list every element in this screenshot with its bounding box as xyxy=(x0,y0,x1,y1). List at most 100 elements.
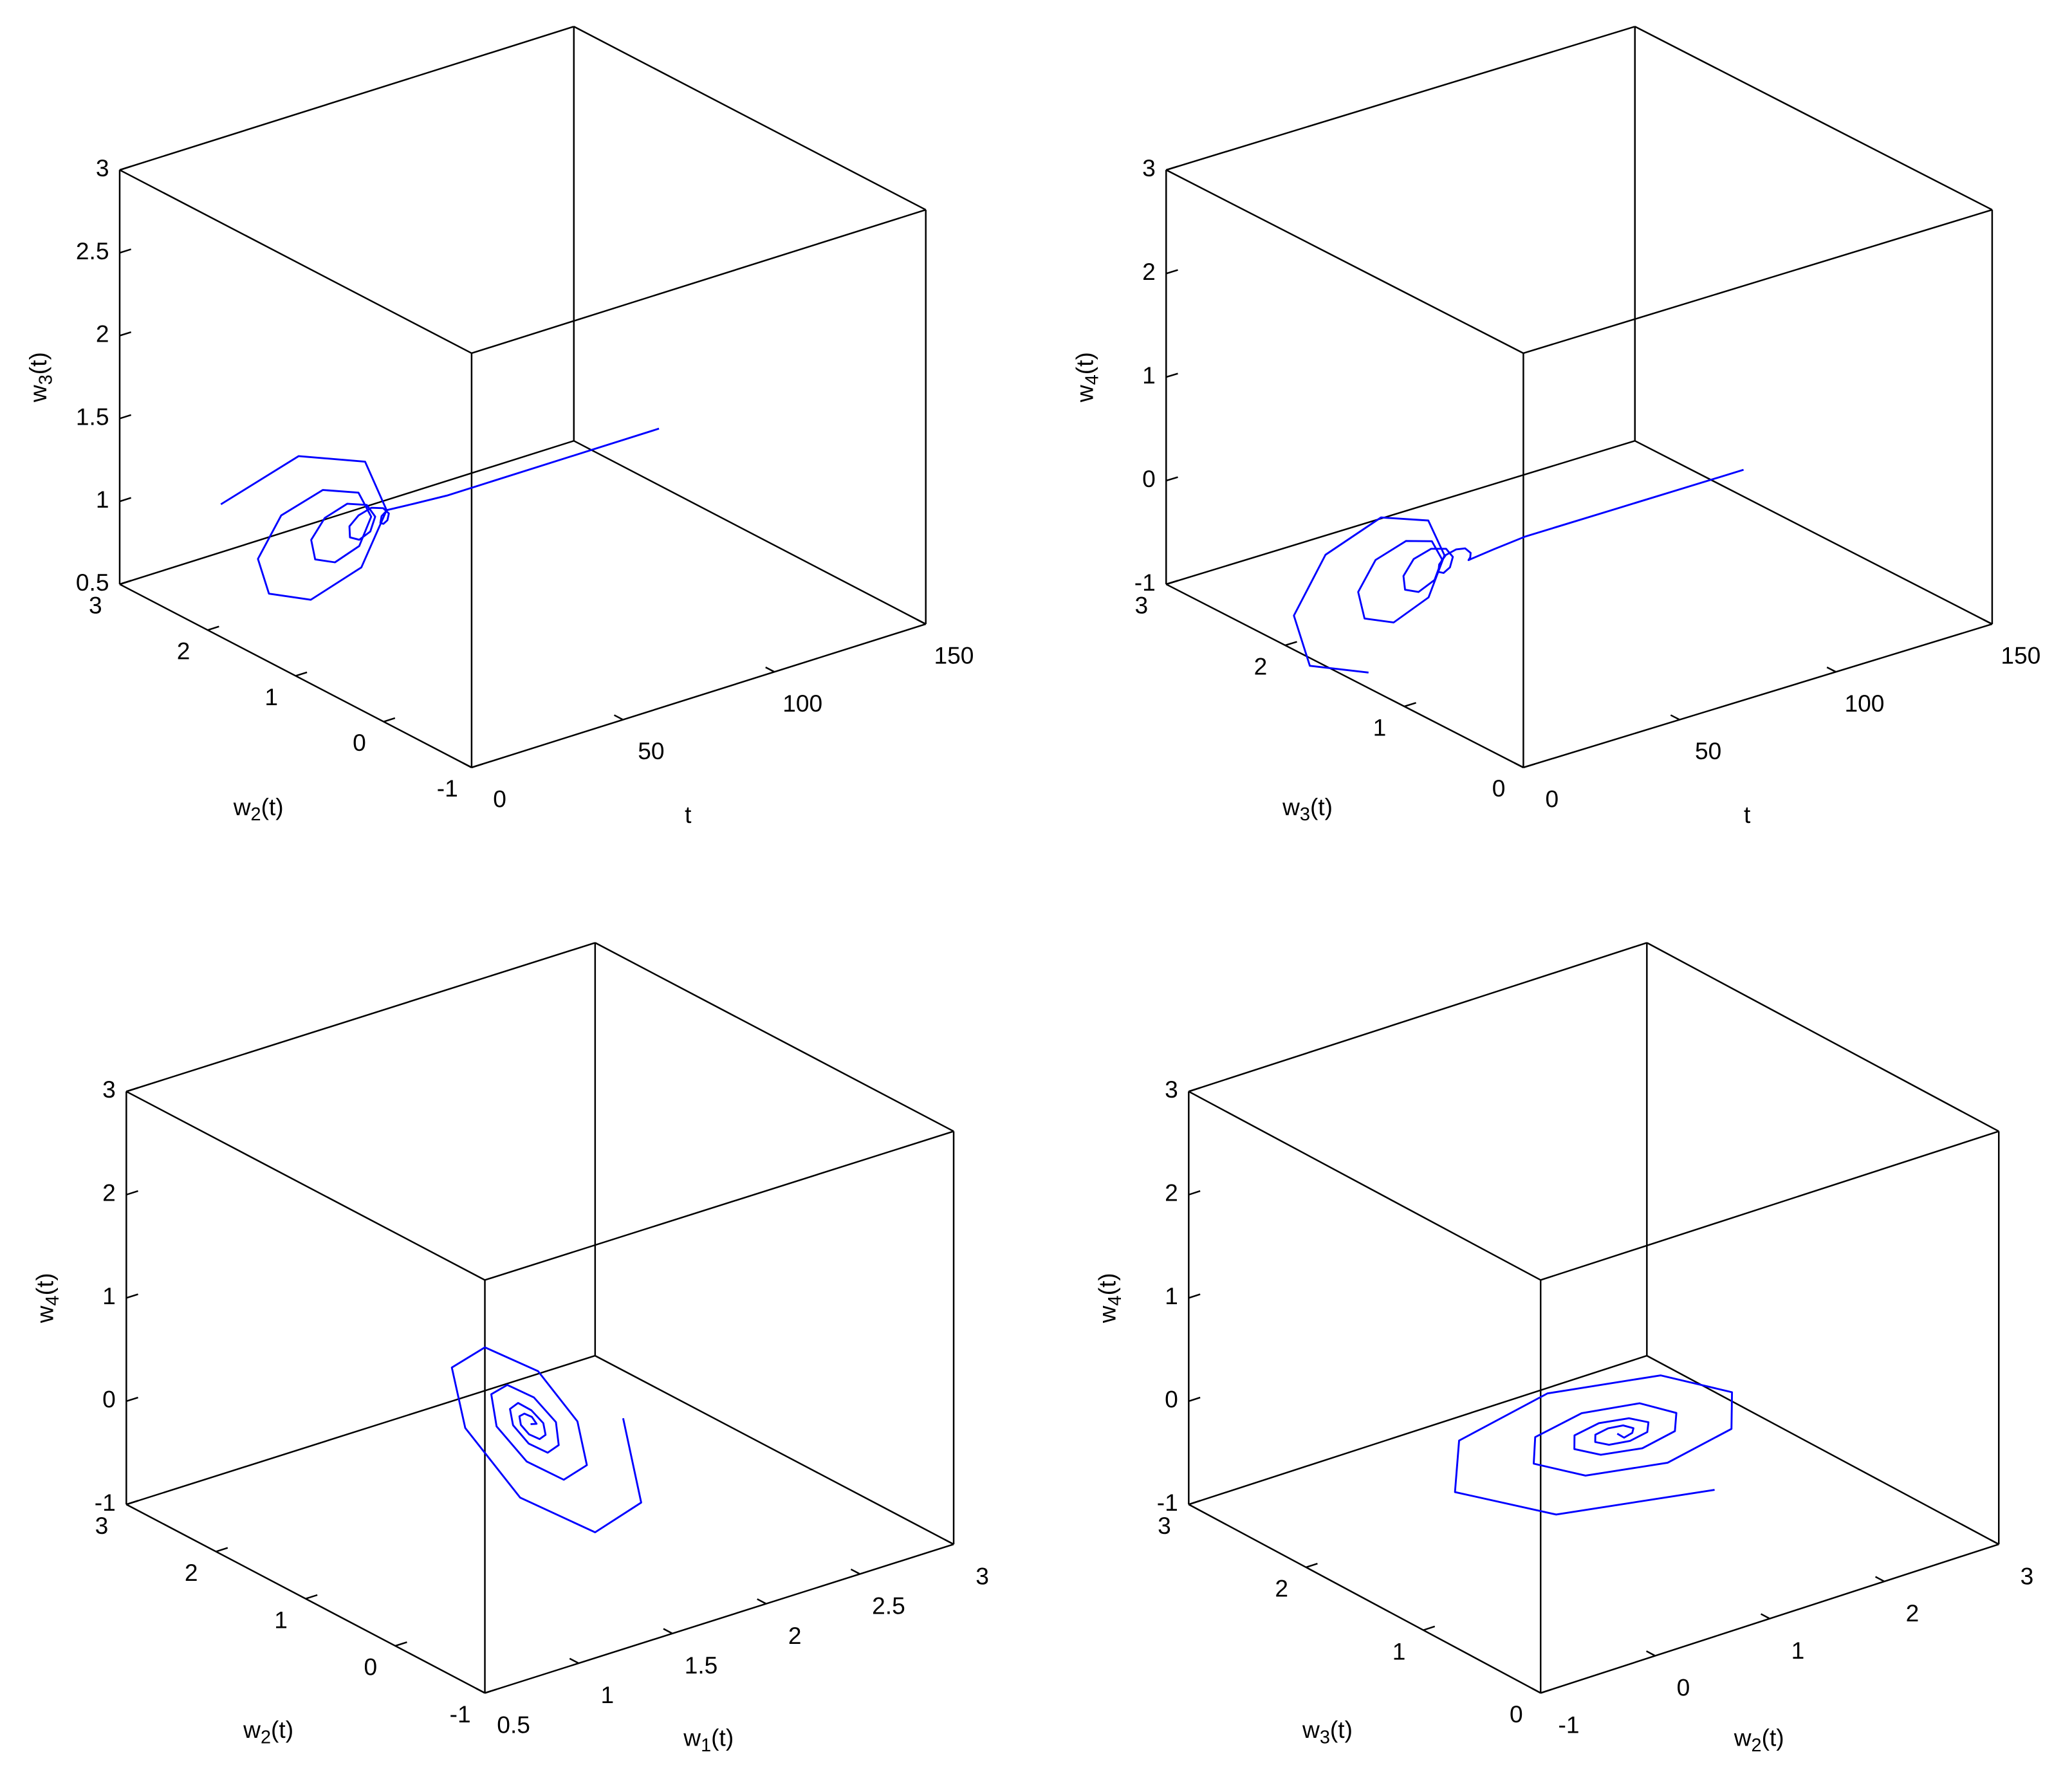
z-tick-label: 3 xyxy=(96,154,109,181)
x-tick-label: 0 xyxy=(1677,1674,1690,1701)
z-tick-label: 3 xyxy=(1142,154,1156,181)
box-edge xyxy=(573,26,927,211)
y-tick-label: 3 xyxy=(95,1512,109,1539)
z-tick-label: 1 xyxy=(96,486,109,513)
z-tick xyxy=(1188,1293,1201,1299)
y-tick xyxy=(1284,641,1297,647)
x-tick-label: 1 xyxy=(600,1681,614,1708)
x-tick xyxy=(476,1687,486,1694)
z-tick xyxy=(119,248,132,254)
y-tick xyxy=(207,625,219,631)
trajectory xyxy=(220,427,660,601)
z-tick xyxy=(125,1190,138,1196)
z-tick-label: 2 xyxy=(1142,258,1156,285)
box-edge xyxy=(1165,439,1636,585)
box-edge xyxy=(573,440,927,625)
z-tick xyxy=(1188,1396,1201,1402)
z-tick xyxy=(125,1396,138,1402)
box-edge xyxy=(1523,208,1993,355)
x-tick xyxy=(1531,1687,1541,1694)
x-tick xyxy=(1760,1613,1770,1619)
x-tick-label: 0 xyxy=(1545,785,1559,812)
x-axis-label: w2(t) xyxy=(1734,1724,1784,1755)
x-tick-label: 2 xyxy=(1906,1599,1919,1627)
y-tick-label: 0 xyxy=(353,729,366,756)
x-tick xyxy=(1983,618,1993,625)
box-edge xyxy=(119,439,575,585)
z-tick xyxy=(1188,1087,1201,1092)
x-tick xyxy=(1645,1650,1656,1657)
y-tick xyxy=(1540,1688,1553,1694)
y-tick xyxy=(216,1547,228,1553)
x-tick xyxy=(613,714,624,721)
x-tick xyxy=(1513,762,1524,768)
z-tick-label: 2 xyxy=(96,320,109,347)
z-tick-label: 1.5 xyxy=(76,403,109,430)
z-tick-label: -1 xyxy=(1157,1489,1178,1516)
y-tick xyxy=(1523,763,1535,769)
x-tick-label: 150 xyxy=(2001,641,2040,668)
z-tick xyxy=(1165,269,1178,275)
z-tick xyxy=(119,497,132,502)
z-tick xyxy=(1165,373,1178,378)
y-tick xyxy=(1403,702,1416,708)
box-edge xyxy=(1165,26,1636,171)
box-edge xyxy=(1188,1091,1541,1281)
z-tick-label: -1 xyxy=(95,1489,116,1516)
z-tick-label: 0 xyxy=(102,1386,116,1413)
x-tick-label: 0 xyxy=(493,785,506,812)
x-tick xyxy=(765,667,775,673)
y-tick xyxy=(383,717,396,723)
y-axis-label: w3(t) xyxy=(1302,1716,1353,1747)
z-tick xyxy=(125,1500,138,1506)
y-axis-label: w2(t) xyxy=(233,793,284,825)
x-axis-label: w1(t) xyxy=(683,1724,734,1755)
z-axis-label: w4(t) xyxy=(31,1273,62,1323)
x-tick xyxy=(1989,1538,1999,1545)
y-tick-label: 0 xyxy=(1510,1701,1523,1728)
box-edge xyxy=(125,942,596,1092)
x-tick-label: 3 xyxy=(2021,1562,2034,1589)
box-edge xyxy=(1188,1354,1647,1506)
y-tick-label: 1 xyxy=(1392,1637,1406,1664)
box-edge xyxy=(1646,942,1999,1132)
box-edge xyxy=(1165,583,1524,768)
box-edge xyxy=(595,942,954,1132)
y-tick-label: -1 xyxy=(437,775,458,802)
y-tick-label: -1 xyxy=(450,1701,471,1728)
x-axis-label: t xyxy=(685,801,692,828)
z-tick-label: 1 xyxy=(102,1282,116,1309)
x-tick-label: 3 xyxy=(976,1562,989,1589)
x-tick xyxy=(944,1538,954,1545)
box-edge xyxy=(119,583,472,768)
z-tick xyxy=(125,1087,138,1092)
y-tick-label: 1 xyxy=(264,683,278,710)
y-tick-label: 1 xyxy=(274,1606,288,1633)
box-edge xyxy=(119,26,575,171)
y-tick xyxy=(1306,1562,1318,1569)
y-axis-label: w2(t) xyxy=(243,1716,293,1747)
box-edge xyxy=(1523,623,1993,769)
z-tick-label: 1 xyxy=(1142,362,1156,389)
z-tick xyxy=(1188,1500,1201,1506)
y-tick-label: 2 xyxy=(177,638,190,665)
box-edge xyxy=(595,1355,954,1545)
z-axis-label: w3(t) xyxy=(24,352,56,403)
box-edge xyxy=(1646,1355,1999,1545)
z-tick xyxy=(1165,580,1178,585)
y-tick-label: 0 xyxy=(1492,775,1506,802)
z-tick xyxy=(125,1293,138,1299)
y-axis-label: w3(t) xyxy=(1282,793,1333,825)
box-edge xyxy=(119,169,472,355)
x-tick xyxy=(663,1628,673,1634)
z-tick-label: 2 xyxy=(1165,1179,1178,1206)
box-edge xyxy=(471,208,927,355)
z-tick xyxy=(119,331,132,336)
z-axis-label: w4(t) xyxy=(1071,352,1102,403)
z-tick-label: 0 xyxy=(1165,1386,1178,1413)
z-tick-label: 0.5 xyxy=(76,569,109,596)
y-tick xyxy=(394,1641,407,1647)
z-tick xyxy=(119,414,132,419)
z-tick-label: -1 xyxy=(1134,569,1156,596)
